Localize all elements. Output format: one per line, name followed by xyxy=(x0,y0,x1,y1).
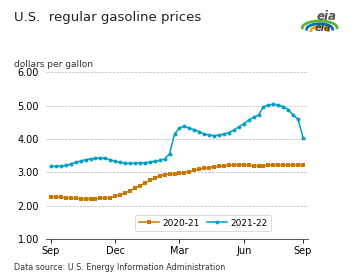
2020-21 xyxy=(187,170,192,173)
2020-21 xyxy=(143,181,147,185)
Legend: 2020-21, 2021-22: 2020-21, 2021-22 xyxy=(135,215,271,231)
2021-22 xyxy=(69,162,73,166)
2020-21 xyxy=(207,166,211,169)
2021-22 xyxy=(271,102,275,106)
Line: 2020-21: 2020-21 xyxy=(49,163,305,201)
2020-21 xyxy=(69,197,73,200)
2021-22 xyxy=(49,165,53,168)
2021-22 xyxy=(138,161,142,165)
2020-21 xyxy=(301,163,305,167)
2021-22 xyxy=(301,136,305,139)
2020-21 xyxy=(217,165,221,168)
2021-22 xyxy=(167,152,172,155)
Line: 2021-22: 2021-22 xyxy=(49,102,305,168)
Text: U.S.  regular gasoline prices: U.S. regular gasoline prices xyxy=(14,11,201,24)
Text: eia: eia xyxy=(315,23,331,33)
2020-21 xyxy=(49,195,53,198)
2020-21 xyxy=(88,197,93,201)
Text: eia: eia xyxy=(316,10,336,23)
2020-21 xyxy=(237,163,241,166)
2021-22 xyxy=(212,134,216,137)
Text: dollars per gallon: dollars per gallon xyxy=(14,60,93,69)
2021-22 xyxy=(202,132,206,136)
Text: Data source: U.S. Energy Information Administration: Data source: U.S. Energy Information Adm… xyxy=(14,263,225,272)
2020-21 xyxy=(172,173,177,176)
2021-22 xyxy=(286,108,290,111)
